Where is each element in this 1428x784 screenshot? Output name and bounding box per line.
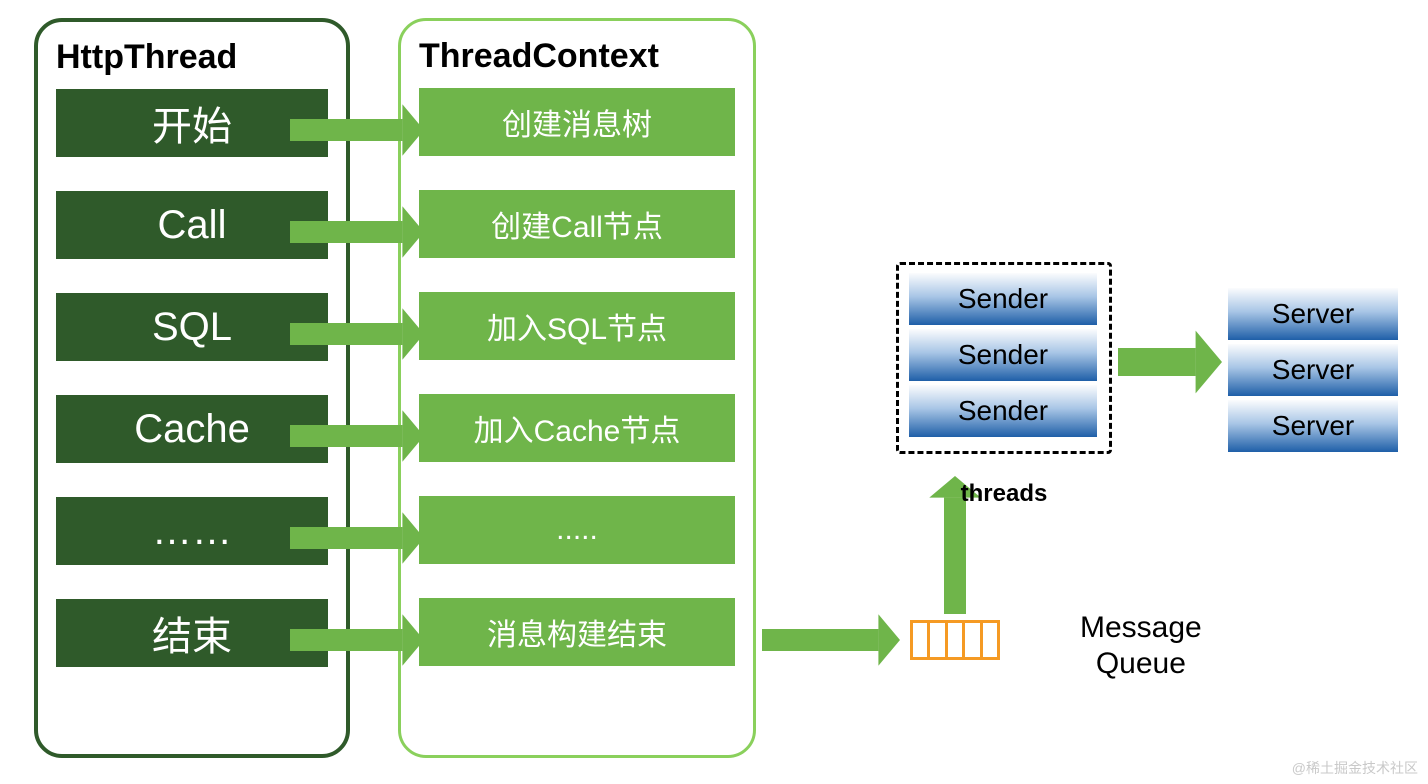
context-node-5: 消息构建结束 [419, 598, 735, 666]
server-box-2: Server [1228, 400, 1398, 452]
sender-box-1: Sender [909, 329, 1097, 381]
http-node-3: Cache [56, 395, 328, 463]
http-node-2: SQL [56, 293, 328, 361]
http-thread-column: HttpThread 开始 Call SQL Cache …… 结束 [34, 18, 350, 758]
http-node-4: …… [56, 497, 328, 565]
http-node-5: 结束 [56, 599, 328, 667]
queue-cell [983, 623, 997, 657]
context-node-3: 加入Cache节点 [419, 394, 735, 462]
server-box-1: Server [1228, 344, 1398, 396]
threads-label: threads [896, 480, 1112, 508]
http-thread-title: HttpThread [56, 38, 328, 77]
thread-context-title: ThreadContext [419, 37, 735, 76]
thread-context-column: ThreadContext 创建消息树创建Call节点加入SQL节点加入Cach… [398, 18, 756, 758]
context-node-0: 创建消息树 [419, 88, 735, 156]
context-node-1: 创建Call节点 [419, 190, 735, 258]
watermark: @稀土掘金技术社区 [1292, 758, 1418, 778]
message-queue-box [910, 620, 1000, 660]
server-stack: ServerServerServer [1228, 288, 1398, 456]
threads-box: SenderSenderSender [896, 262, 1112, 454]
sender-box-2: Sender [909, 385, 1097, 437]
thread-context-items: 创建消息树创建Call节点加入SQL节点加入Cache节点..... 消息构建结束 [419, 88, 735, 666]
server-box-0: Server [1228, 288, 1398, 340]
queue-cell [930, 623, 947, 657]
http-thread-items: 开始 Call SQL Cache …… 结束 [56, 89, 328, 667]
http-node-1: Call [56, 191, 328, 259]
queue-cell [948, 623, 965, 657]
context-node-4: ..... [419, 496, 735, 564]
http-node-0: 开始 [56, 89, 328, 157]
threads-items: SenderSenderSender [909, 273, 1099, 437]
sender-box-0: Sender [909, 273, 1097, 325]
queue-cell [965, 623, 982, 657]
message-queue-label: Message Queue [1080, 610, 1202, 682]
queue-cell [913, 623, 930, 657]
diagram-canvas: { "colors": { "dark_green": "#2f5a2a", "… [0, 0, 1428, 784]
context-node-2: 加入SQL节点 [419, 292, 735, 360]
